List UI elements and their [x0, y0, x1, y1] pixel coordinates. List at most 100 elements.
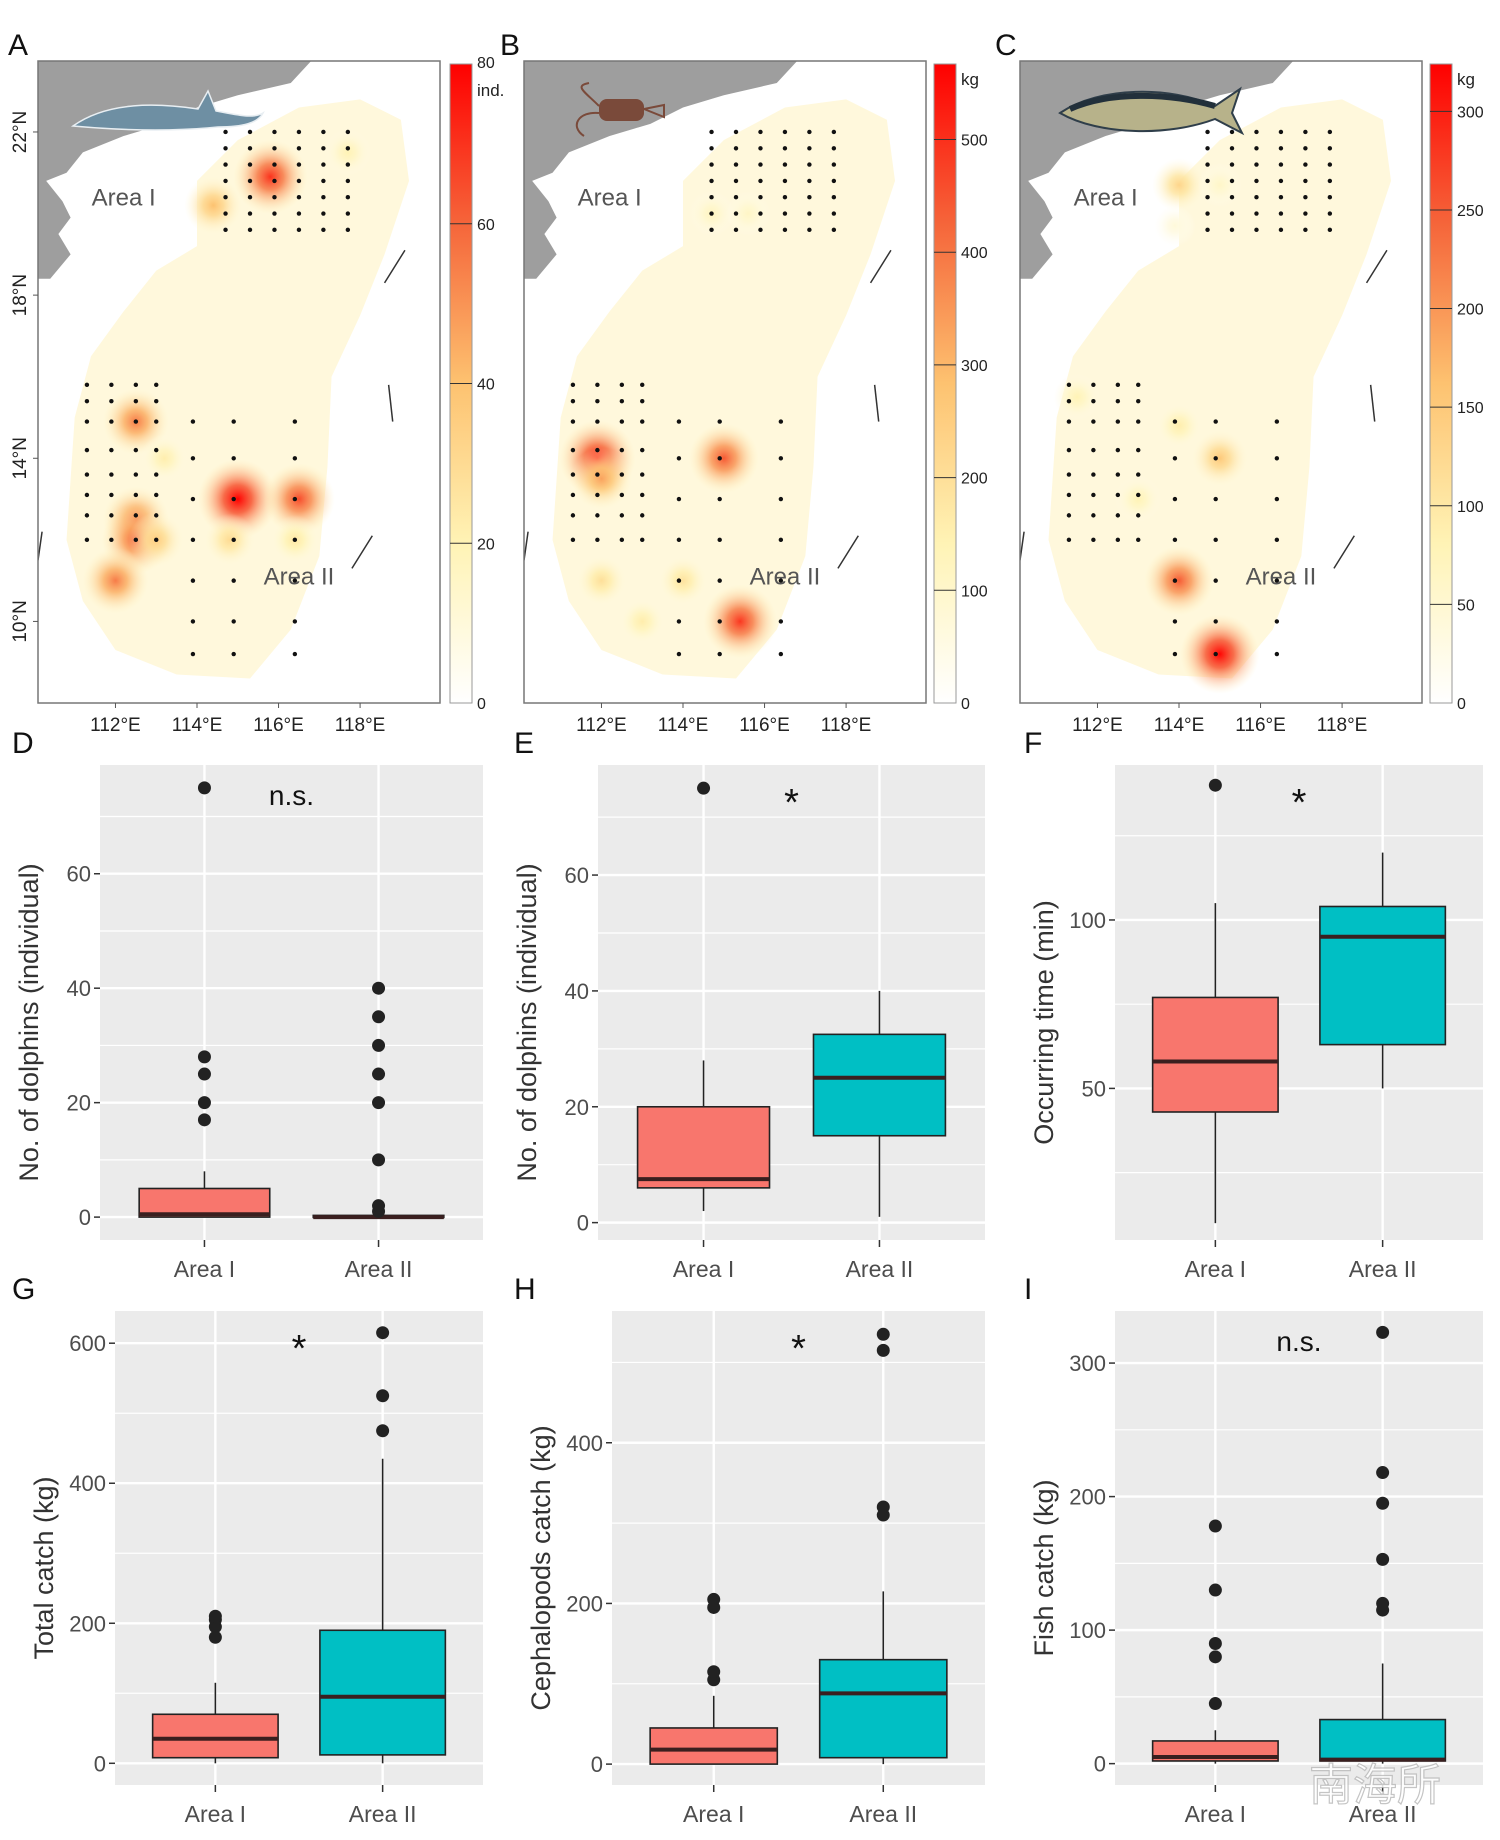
station-dot [595, 382, 600, 388]
station-dot [595, 492, 600, 498]
box-area-ii [1319, 1325, 1447, 1764]
station-dot [133, 398, 139, 404]
tuna-back [1068, 92, 1216, 112]
box-area-ii [818, 1327, 948, 1765]
station-dot [1327, 227, 1333, 233]
station-dot [272, 195, 277, 200]
station-dot [247, 178, 253, 184]
box-area-ii [812, 990, 947, 1217]
station-dot [154, 398, 159, 404]
station-dot [223, 211, 228, 216]
station-dot [570, 472, 576, 477]
map-area: Area I Area II [524, 61, 926, 703]
box-area-i [649, 1592, 779, 1765]
station-dot [272, 146, 277, 151]
station-dot [1274, 537, 1280, 543]
station-dot [1091, 398, 1096, 404]
boundary-dash [351, 535, 373, 569]
station-dot [717, 537, 722, 543]
map-panel-c: C Area I Area II 112°E 114°E 116°E 118°E 0 50 100… [995, 29, 1484, 736]
station-dot [109, 398, 114, 404]
station-dot [1205, 195, 1210, 200]
significance-label: n.s. [1276, 1326, 1321, 1357]
station-dot [782, 178, 788, 184]
significance-label: * [1292, 782, 1307, 824]
station-dot [272, 211, 277, 216]
station-dot [223, 146, 228, 151]
squid-body [599, 99, 644, 121]
x-tick-label: 116°E [739, 715, 790, 736]
station-dot [676, 651, 682, 657]
station-dot [778, 619, 784, 624]
station-dot [247, 162, 253, 167]
station-dot [1274, 496, 1280, 502]
station-dot [1303, 211, 1308, 216]
hotspot [657, 555, 709, 607]
x-tick-label: 112°E [1072, 715, 1123, 736]
x-tick-label: Area I [1185, 1256, 1246, 1282]
station-dot [717, 578, 722, 583]
station-dot [190, 651, 196, 657]
station-dot [1278, 146, 1284, 151]
hotspot [1114, 475, 1162, 523]
station-dot [223, 195, 228, 200]
station-dot [1278, 211, 1284, 216]
colorbar-unit: ind. [477, 81, 504, 100]
colorbar-tick-label: 150 [1457, 400, 1484, 417]
station-dot [345, 195, 351, 200]
station-dot [272, 129, 277, 135]
x-tick-label: Area II [349, 1801, 417, 1827]
station-dot [1274, 456, 1280, 461]
station-dot [84, 398, 90, 404]
x-tick-label: Area I [673, 1256, 734, 1282]
station-dot [1091, 447, 1096, 453]
station-dot [1205, 178, 1210, 184]
boundary-dash [869, 249, 892, 284]
colorbar-tick-label: 60 [477, 217, 495, 234]
station-dot [1136, 513, 1141, 518]
outlier-point [1376, 1496, 1390, 1510]
station-dot [247, 227, 253, 233]
station-dot [296, 178, 302, 184]
station-dot [109, 513, 114, 518]
station-dot [292, 651, 298, 657]
station-dot [84, 382, 90, 388]
outlier-point [1208, 1650, 1222, 1664]
station-dot [247, 146, 253, 151]
station-dot [778, 578, 784, 583]
box-area-ii [319, 1326, 447, 1764]
y-tick-label: 600 [69, 1331, 106, 1356]
station-dot [717, 419, 722, 424]
hotspot [575, 554, 628, 607]
colorbar-tick-label: 400 [961, 245, 988, 262]
squid-icon [575, 82, 665, 137]
y-tick-label: 60 [67, 862, 91, 887]
station-dot [1303, 162, 1308, 167]
outlier-point [707, 1665, 721, 1679]
station-dot [1172, 651, 1178, 657]
boxplot-panel-h: H 0 200 400 Cephalopods catch (kg) Area I Area… [514, 1273, 985, 1827]
outlier-point [1208, 1697, 1222, 1711]
station-dot [1205, 211, 1210, 216]
outlier-point [197, 1067, 211, 1081]
station-dot [1136, 398, 1141, 404]
station-dot [807, 162, 812, 167]
station-dot [1172, 578, 1178, 583]
station-dot [1213, 496, 1218, 502]
station-dot [109, 447, 114, 453]
station-dot [247, 195, 253, 200]
outlier-point [372, 1153, 386, 1167]
colorbar-tick-label: 100 [1457, 499, 1484, 516]
station-dot [84, 419, 90, 424]
box-area-i [138, 781, 271, 1218]
panel-label: H [514, 1273, 536, 1306]
station-dot [676, 537, 682, 543]
station-dot [292, 456, 298, 461]
outlier-point [208, 1609, 222, 1623]
outlier-point [707, 1592, 721, 1606]
station-dot [758, 195, 763, 200]
station-dot [1115, 419, 1121, 424]
station-dot [1115, 492, 1121, 498]
station-dot [154, 419, 159, 424]
hotspot [140, 434, 189, 483]
